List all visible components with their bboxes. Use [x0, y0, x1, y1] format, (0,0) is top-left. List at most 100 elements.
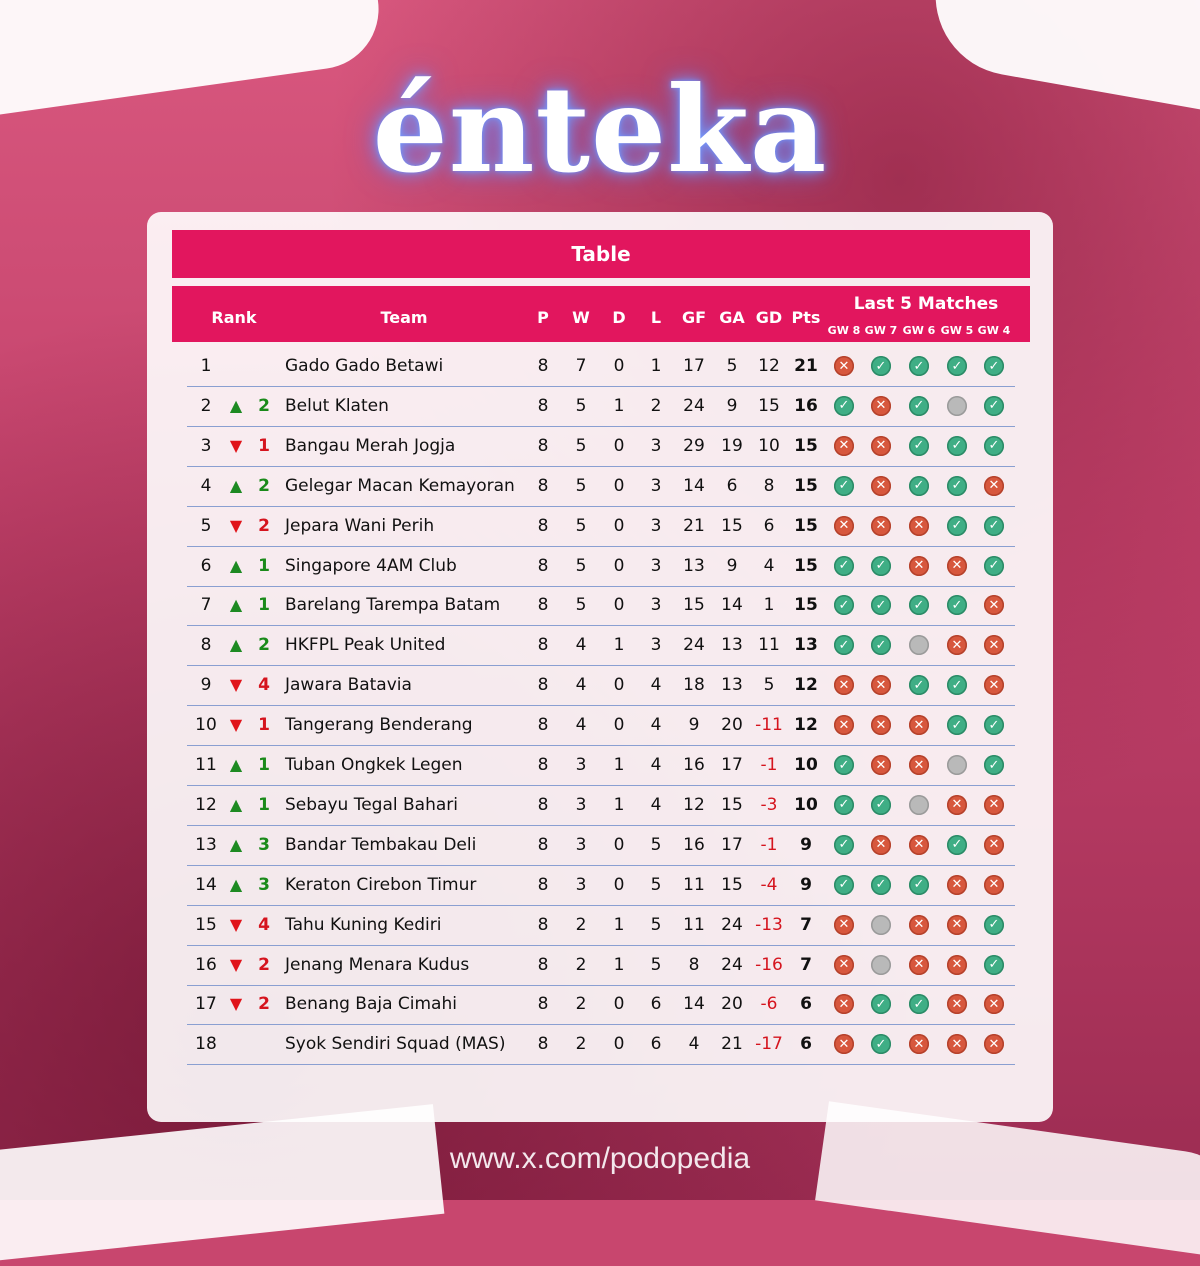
- header-drawn: D: [612, 308, 626, 327]
- goals-against-cell: 13: [721, 675, 743, 696]
- rank-cell: 3: [200, 435, 212, 456]
- goal-difference-cell: 1: [763, 595, 775, 616]
- points-cell: 13: [794, 635, 818, 656]
- win-check-icon: ✓: [909, 874, 929, 895]
- footer-url[interactable]: www.x.com/podopedia: [449, 1142, 751, 1175]
- goals-against-cell: 24: [721, 954, 743, 975]
- header-gw-1: GW 8: [827, 324, 861, 337]
- header-gw-2: GW 7: [864, 324, 898, 337]
- drawn-cell: 0: [613, 356, 625, 376]
- rank-cell: 5: [200, 515, 212, 536]
- goals-against-cell: 19: [721, 435, 743, 456]
- goal-difference-cell: -1: [760, 755, 778, 775]
- drawn-cell: 0: [613, 435, 625, 456]
- win-check-icon: ✓: [834, 475, 854, 496]
- points-cell: 6: [800, 994, 812, 1015]
- draw-dot-icon: [909, 635, 929, 656]
- won-cell: 3: [575, 755, 587, 775]
- goal-difference-cell: 6: [763, 515, 775, 536]
- goal-difference-cell: -13: [755, 914, 783, 935]
- played-cell: 8: [537, 874, 549, 895]
- played-cell: 8: [537, 635, 549, 656]
- loss-cross-icon: ✕: [909, 954, 929, 975]
- goal-difference-cell: -6: [760, 994, 778, 1015]
- win-check-icon: ✓: [909, 395, 929, 416]
- goal-difference-cell: 4: [763, 555, 775, 576]
- loss-cross-icon: ✕: [834, 675, 854, 696]
- goal-difference-cell: 15: [758, 395, 780, 416]
- drawn-cell: 1: [613, 954, 625, 975]
- win-check-icon: ✓: [871, 595, 891, 616]
- loss-cross-icon: ✕: [984, 834, 1004, 855]
- goal-difference-cell: -3: [760, 794, 778, 815]
- win-check-icon: ✓: [834, 834, 854, 855]
- goals-against-cell: 9: [726, 555, 738, 576]
- drawn-cell: 0: [613, 595, 625, 616]
- rank-up-icon: ▲: [229, 555, 243, 575]
- rank-up-icon: ▲: [229, 595, 243, 615]
- lost-cell: 6: [650, 994, 662, 1015]
- rank-change: 2: [258, 475, 270, 496]
- header-goals-for: GF: [681, 308, 707, 327]
- rank-change: 4: [258, 914, 270, 935]
- win-check-icon: ✓: [909, 675, 929, 696]
- win-check-icon: ✓: [909, 435, 929, 456]
- won-cell: 4: [575, 635, 587, 656]
- drawn-cell: 0: [613, 834, 625, 855]
- win-check-icon: ✓: [984, 914, 1004, 935]
- goal-difference-cell: 5: [763, 675, 775, 696]
- table-row: 8 ▲ 2 HKFPL Peak United 8 4 1 3 24 13 11 13 ✓ ✓ ✕ ✕: [187, 625, 1015, 667]
- win-check-icon: ✓: [871, 794, 891, 815]
- goals-for-cell: 15: [683, 595, 705, 616]
- points-cell: 9: [800, 874, 812, 895]
- rank-change: 1: [258, 755, 270, 775]
- team-name: Bangau Merah Jogja: [285, 435, 456, 456]
- team-name: Jepara Wani Perih: [285, 515, 435, 536]
- rank-change: 2: [258, 635, 270, 656]
- loss-cross-icon: ✕: [984, 994, 1004, 1015]
- played-cell: 8: [537, 755, 549, 775]
- goal-difference-cell: -4: [760, 874, 778, 895]
- goals-for-cell: 11: [683, 914, 705, 935]
- rank-up-icon: ▲: [229, 794, 243, 814]
- table-header: Rank Team P W D L GF GA GD Pts Last 5 Ma…: [172, 286, 1030, 342]
- rank-cell: 9: [200, 675, 212, 696]
- table-row: 12 ▲ 1 Sebayu Tegal Bahari 8 3 1 4 12 15 -3 10 ✓ ✓ ✕ ✕: [187, 785, 1015, 826]
- team-name: HKFPL Peak United: [285, 635, 446, 656]
- rank-change: 3: [258, 874, 270, 895]
- loss-cross-icon: ✕: [909, 1034, 929, 1055]
- win-check-icon: ✓: [984, 755, 1004, 775]
- loss-cross-icon: ✕: [834, 914, 854, 935]
- drawn-cell: 0: [613, 874, 625, 895]
- played-cell: 8: [537, 914, 549, 935]
- loss-cross-icon: ✕: [984, 595, 1004, 616]
- goals-for-cell: 24: [683, 635, 705, 656]
- goals-against-cell: 6: [726, 475, 738, 496]
- draw-dot-icon: [871, 914, 891, 935]
- loss-cross-icon: ✕: [947, 1034, 967, 1055]
- loss-cross-icon: ✕: [834, 994, 854, 1015]
- win-check-icon: ✓: [871, 874, 891, 895]
- loss-cross-icon: ✕: [871, 395, 891, 416]
- won-cell: 2: [575, 914, 587, 935]
- team-name: Bandar Tembakau Deli: [285, 834, 477, 855]
- goals-against-cell: 21: [721, 1034, 743, 1055]
- header-lost: L: [650, 308, 662, 327]
- win-check-icon: ✓: [947, 435, 967, 456]
- played-cell: 8: [537, 555, 549, 576]
- team-name: Gelegar Macan Kemayoran: [285, 475, 515, 496]
- header-points: Pts: [791, 308, 821, 327]
- win-check-icon: ✓: [871, 635, 891, 656]
- team-name: Singapore 4AM Club: [285, 555, 457, 576]
- points-cell: 7: [800, 954, 812, 975]
- loss-cross-icon: ✕: [984, 475, 1004, 496]
- goal-difference-cell: 8: [763, 475, 775, 496]
- loss-cross-icon: ✕: [871, 834, 891, 855]
- loss-cross-icon: ✕: [909, 834, 929, 855]
- goals-against-cell: 20: [721, 994, 743, 1015]
- lost-cell: 5: [650, 874, 662, 895]
- win-check-icon: ✓: [834, 555, 854, 576]
- table-row: 5 ▼ 2 Jepara Wani Perih 8 5 0 3 21 15 6 15 ✕ ✕ ✕ ✓ ✓: [187, 506, 1015, 547]
- played-cell: 8: [537, 954, 549, 975]
- drawn-cell: 0: [613, 555, 625, 576]
